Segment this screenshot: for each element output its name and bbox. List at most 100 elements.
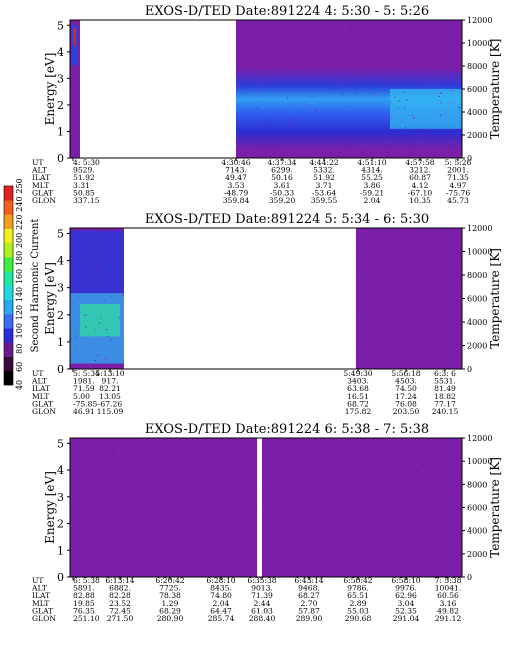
noise-speckle <box>255 61 257 63</box>
noise-speckle <box>368 458 370 460</box>
noise-speckle <box>92 538 94 540</box>
ytick-right-label: 6000 <box>467 295 487 304</box>
cell-alt: 9976. <box>395 584 417 593</box>
cell-ilat: 78.38 <box>159 591 181 600</box>
noise-speckle <box>272 506 274 508</box>
noise-speckle <box>287 439 289 441</box>
noise-speckle <box>362 116 364 118</box>
noise-speckle <box>454 347 456 349</box>
cell-glat: -48.79 <box>224 188 248 197</box>
cell-ut: 4:51:10 <box>357 158 386 167</box>
noise-speckle <box>437 336 439 338</box>
noise-speckle <box>137 460 139 462</box>
noise-speckle <box>404 134 406 136</box>
noise-speckle <box>91 343 93 345</box>
row-label: MLT <box>32 181 49 190</box>
noise-speckle <box>231 513 233 515</box>
ytick-label: 0 <box>57 363 64 376</box>
colorbar-tick-label: 220 <box>15 215 24 230</box>
noise-speckle <box>451 340 453 342</box>
noise-speckle <box>164 552 166 554</box>
data-segment-1 <box>70 228 124 369</box>
noise-speckle <box>99 458 101 460</box>
colorbar-swatch <box>4 228 13 244</box>
noise-speckle <box>414 441 415 443</box>
noise-speckle <box>95 267 97 269</box>
noise-speckle <box>110 241 112 243</box>
noise-speckle <box>348 572 350 574</box>
panel-1: EXOS-D/TED Date:891224 4: 5:30 - 5: 5:26… <box>31 4 502 205</box>
colorbar-tick-label: 240 <box>15 196 24 211</box>
cell-glon: 240.15 <box>432 407 459 416</box>
noise-speckle <box>450 492 451 494</box>
noise-speckle <box>242 513 244 514</box>
noise-speckle <box>365 544 367 546</box>
noise-speckle <box>270 563 272 565</box>
noise-speckle <box>362 570 364 571</box>
noise-speckle <box>242 93 244 95</box>
noise-speckle <box>360 109 362 111</box>
cell-glat: -67.10 <box>408 188 432 197</box>
noise-speckle <box>331 568 333 570</box>
noise-speckle <box>340 453 342 455</box>
noise-speckle <box>256 68 258 70</box>
row-label: UT <box>32 158 43 167</box>
noise-speckle <box>104 359 106 361</box>
noise-speckle <box>73 574 75 575</box>
colorbar-swatch <box>4 200 13 215</box>
noise-speckle <box>366 574 368 575</box>
noise-speckle <box>405 146 407 148</box>
noise-speckle <box>445 355 447 357</box>
noise-speckle <box>321 492 323 494</box>
noise-speckle <box>383 324 385 326</box>
noise-speckle <box>120 499 122 501</box>
noise-speckle <box>397 527 399 528</box>
noise-speckle <box>100 497 102 499</box>
noise-speckle <box>428 444 430 446</box>
noise-speckle <box>319 568 321 570</box>
cell-alt: 1981. <box>73 377 95 386</box>
noise-speckle <box>357 336 359 338</box>
colorbar-swatch <box>4 370 13 386</box>
noise-speckle <box>122 294 124 296</box>
noise-speckle <box>406 328 408 330</box>
colorbar-swatch <box>4 271 13 286</box>
noise-speckle <box>166 488 168 490</box>
noise-speckle <box>118 251 120 253</box>
noise-speckle <box>287 446 289 447</box>
spectrogram-background <box>70 438 257 577</box>
noise-speckle <box>406 479 408 481</box>
noise-speckle <box>323 45 325 47</box>
noise-speckle <box>427 266 429 268</box>
noise-speckle <box>452 551 453 553</box>
noise-speckle <box>409 474 411 476</box>
noise-speckle <box>212 519 214 521</box>
noise-speckle <box>162 530 164 532</box>
cell-ut: 4:44:22 <box>309 158 338 167</box>
cell-ut: 4:37:34 <box>267 158 296 167</box>
row-label: GLON <box>32 407 56 416</box>
cell-glon: 359.20 <box>269 196 296 205</box>
noise-speckle <box>94 268 96 270</box>
noise-speckle <box>305 53 307 55</box>
cell-alt: 5332. <box>313 166 335 175</box>
noise-speckle <box>430 80 432 82</box>
noise-speckle <box>70 338 72 340</box>
noise-speckle <box>273 560 275 562</box>
cell-ut: 5:56:18 <box>391 369 420 378</box>
noise-speckle <box>85 326 87 328</box>
noise-speckle <box>243 571 245 573</box>
noise-speckle <box>291 36 293 38</box>
noise-speckle <box>404 127 406 129</box>
noise-speckle <box>402 82 404 84</box>
noise-speckle <box>327 494 329 496</box>
noise-speckle <box>273 505 275 507</box>
noise-speckle <box>267 463 269 465</box>
noise-speckle <box>450 64 452 66</box>
noise-speckle <box>459 136 461 138</box>
row-label: GLAT <box>32 606 53 615</box>
ytick-right-label: 2000 <box>467 131 487 140</box>
noise-speckle <box>446 444 448 446</box>
noise-speckle <box>98 530 100 532</box>
